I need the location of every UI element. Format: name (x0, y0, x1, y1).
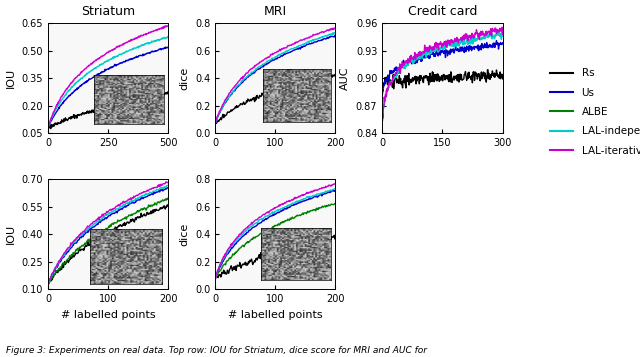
Title: Striatum: Striatum (81, 5, 135, 18)
Y-axis label: dice: dice (179, 223, 189, 246)
X-axis label: # labelled points: # labelled points (228, 310, 323, 320)
Y-axis label: AUC: AUC (340, 66, 350, 90)
Y-axis label: dice: dice (179, 66, 189, 90)
Title: Credit card: Credit card (408, 5, 477, 18)
X-axis label: # labelled points: # labelled points (61, 310, 156, 320)
Legend: Rs, Us, ALBE, LAL-independent-2D, LAL-iterative-2D: Rs, Us, ALBE, LAL-independent-2D, LAL-it… (550, 68, 640, 156)
Text: Figure 3: Experiments on real data. Top row: IOU for Striatum, dice score for MR: Figure 3: Experiments on real data. Top … (6, 346, 428, 355)
Title: MRI: MRI (264, 5, 287, 18)
Y-axis label: IOU: IOU (6, 224, 16, 244)
Y-axis label: IOU: IOU (6, 68, 16, 88)
